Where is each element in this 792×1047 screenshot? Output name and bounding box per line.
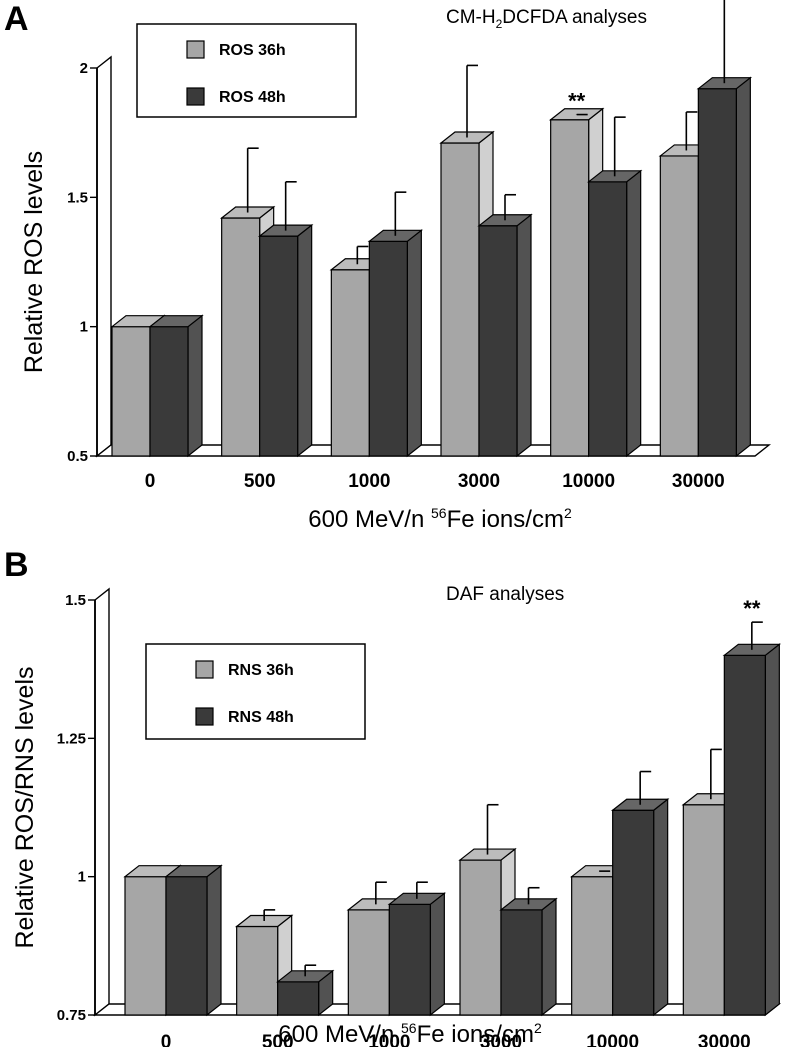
significance-marker: ** xyxy=(743,596,761,621)
bar-ros-48h-10000 xyxy=(588,181,628,457)
bar-ros-48h-3000 xyxy=(478,225,518,457)
bar-ros-48h-1000 xyxy=(368,240,408,457)
chart-a: 0.5 1 1.5 2 Relative ROS levels 0 500 1000 3000 1… xyxy=(20,0,772,533)
x-tick-label: 500 xyxy=(244,471,276,492)
x-tick-label: 3000 xyxy=(480,1032,522,1047)
x-axis-label-middle: Fe ions/cm xyxy=(417,1021,534,1047)
legend-swatch-0 xyxy=(195,660,214,679)
x-tick-label: 1000 xyxy=(348,471,390,492)
legend-label-0: ROS 36h xyxy=(219,42,286,59)
x-axis-label-prefix: 600 MeV/n xyxy=(308,506,431,533)
legend-label-0: RNS 36h xyxy=(228,662,294,679)
chart-title: CM-H2DCFDA analyses xyxy=(446,7,647,31)
x-axis-label-middle: Fe ions/cm xyxy=(447,506,564,533)
bar-rns-48h-0 xyxy=(165,876,208,1016)
bar-rns-48h-1000 xyxy=(388,903,431,1016)
x-tick-label: 10000 xyxy=(586,1032,639,1047)
bar-ros-36h-0 xyxy=(111,326,151,457)
x-axis-label-sup1: 56 xyxy=(401,1020,417,1036)
x-tick-label: 30000 xyxy=(698,1032,751,1047)
bar-rns-48h-30000 xyxy=(723,654,766,1016)
bar-top xyxy=(164,865,223,878)
legend-swatch-1 xyxy=(195,707,214,726)
bar-rns-36h-3000 xyxy=(459,859,502,1016)
x-axis-label-sup2: 2 xyxy=(564,505,572,521)
y-tick-label: 1 xyxy=(80,319,88,336)
legend-swatch-1 xyxy=(186,87,205,106)
legend-box xyxy=(145,643,366,740)
bar-side xyxy=(764,643,780,1017)
bar-ros-48h-500 xyxy=(259,235,299,457)
bar-rns-48h-3000 xyxy=(500,909,543,1016)
bar-rns-36h-500 xyxy=(236,925,279,1016)
bar-rns-36h-1000 xyxy=(347,909,390,1016)
bar-side xyxy=(541,897,557,1017)
bar-side xyxy=(429,892,445,1017)
legend-label-1: RNS 48h xyxy=(228,709,294,726)
chart-title: DAF analyses xyxy=(446,584,564,605)
bar-ros-36h-500 xyxy=(221,217,261,457)
bar-side xyxy=(653,798,669,1017)
x-axis-label-prefix: 600 MeV/n xyxy=(278,1021,401,1047)
x-tick-label: 1000 xyxy=(368,1032,410,1047)
chart-title-suffix: DCFDA analyses xyxy=(502,7,647,28)
bar-side xyxy=(206,864,222,1017)
bar-rns-36h-10000 xyxy=(571,876,614,1016)
panel-label-b: B xyxy=(4,546,29,584)
x-tick-label: 3000 xyxy=(458,471,500,492)
y-tick-label: 1.5 xyxy=(65,592,86,609)
y-axis-label: Relative ROS levels xyxy=(20,151,48,373)
x-tick-label: 500 xyxy=(262,1032,294,1047)
y-tick-label: 2 xyxy=(80,60,88,77)
y-tick-label: 1.5 xyxy=(67,189,88,206)
x-tick-label: 0 xyxy=(145,471,156,492)
y-tick-label: 1.25 xyxy=(57,730,86,747)
bar-top xyxy=(148,315,204,328)
x-axis-label: 600 MeV/n 56Fe ions/cm2 xyxy=(278,1020,542,1047)
y-tick-label: 0.75 xyxy=(57,1007,86,1024)
x-tick-label: 10000 xyxy=(562,471,615,492)
bar-ros-36h-3000 xyxy=(440,142,480,457)
x-tick-label: 0 xyxy=(161,1032,172,1047)
side-wall xyxy=(94,587,110,1017)
legend-label-1: ROS 48h xyxy=(219,89,286,106)
chart-title-subscript: 2 xyxy=(496,17,503,31)
bar-rns-48h-10000 xyxy=(612,809,655,1016)
legend-swatch-0 xyxy=(186,40,205,59)
bar-rns-48h-500 xyxy=(277,981,320,1016)
legend-box xyxy=(136,23,357,118)
bar-rns-36h-0 xyxy=(124,876,167,1016)
bar-ros-36h-1000 xyxy=(330,269,370,457)
y-tick-label: 1 xyxy=(78,869,86,886)
panel-label-a: A xyxy=(4,0,29,38)
x-axis-label-sup1: 56 xyxy=(431,505,447,521)
bar-ros-36h-10000 xyxy=(550,119,590,457)
x-tick-label: 30000 xyxy=(672,471,725,492)
x-axis-label: 600 MeV/n 56Fe ions/cm2 xyxy=(308,505,572,533)
significance-marker: ** xyxy=(568,89,586,114)
chart-title-prefix: CM-H xyxy=(446,7,496,28)
y-tick-label: 0.5 xyxy=(67,448,88,465)
x-axis-label-sup2: 2 xyxy=(534,1020,542,1036)
bar-rns-36h-30000 xyxy=(682,804,725,1016)
y-axis-label: Relative ROS/RNS levels xyxy=(11,666,39,948)
